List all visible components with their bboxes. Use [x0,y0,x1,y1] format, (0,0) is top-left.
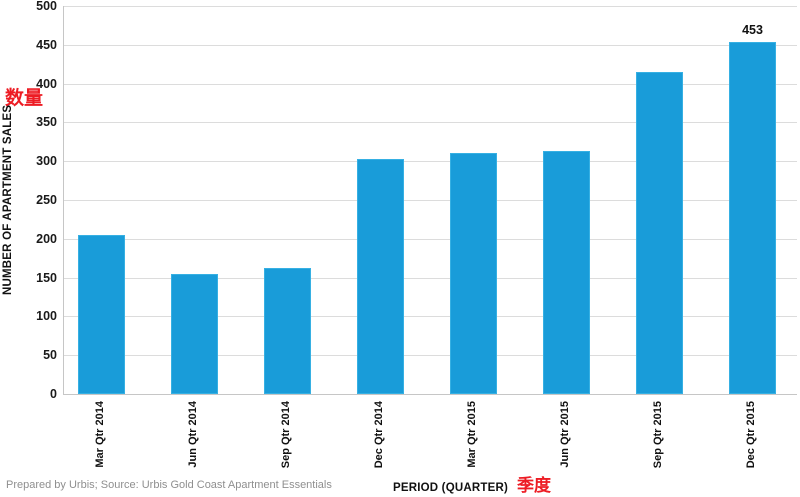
y-tick-label-250: 250 [36,193,57,207]
source-note: Prepared by Urbis; Source: Urbis Gold Co… [6,479,332,491]
y-tick-label-200: 200 [36,231,57,246]
x-axis-annotation-cjk: 季度 [517,476,552,495]
gridline-y-500 [63,6,797,7]
y-axis-annotation-cjk: 数量 [5,88,44,109]
bar-dec-qtr-2014 [357,158,404,394]
gridline-y-450 [63,44,797,46]
x-tick-label-8: Dec Qtr 2015 [744,401,757,469]
y-tick-label-150: 150 [36,270,57,285]
y-tick-label-450: 450 [36,37,57,52]
x-tick-label-6: Jun Qtr 2015 [558,401,571,468]
gridline-y-50 [63,355,797,357]
bar-jun-qtr-2015 [543,151,590,394]
gridline-y-150 [63,277,797,279]
bar-mar-qtr-2014 [78,234,125,394]
gridline-y-200 [63,238,797,240]
x-tick-label-7: Sep Qtr 2015 [651,401,664,469]
x-tick-label-5: Mar Qtr 2015 [465,401,478,468]
gridline-y-250 [63,200,797,201]
gridline-y-350 [63,122,797,124]
x-axis-line [63,394,797,395]
y-tick-label-350: 350 [36,115,57,130]
y-tick-label-300: 300 [36,154,57,169]
x-tick-label-4: Dec Qtr 2014 [372,401,385,469]
bar-sep-qtr-2015 [636,71,683,394]
gridline-y-100 [63,316,797,318]
x-tick-label-1: Mar Qtr 2014 [93,401,106,468]
y-tick-label-400: 400 [36,76,57,91]
bar-jun-qtr-2014 [171,273,218,394]
bar-dec-qtr-2015 [729,42,776,394]
x-axis-title: PERIOD (QUARTER) [393,482,509,494]
gridline-y-300 [63,161,797,163]
x-tick-label-2: Jun Qtr 2014 [186,401,199,468]
y-tick-label-0: 0 [50,387,57,401]
gridline-y-400 [63,83,797,85]
y-tick-label-500: 500 [36,0,57,13]
bar-mar-qtr-2015 [450,153,497,394]
bar-data-label: 453 [742,23,763,38]
y-axis-line [63,6,64,394]
x-tick-label-3: Sep Qtr 2014 [279,401,292,469]
bar-sep-qtr-2014 [264,267,311,394]
x-axis-title-group: PERIOD (QUARTER) 季度 [393,471,551,496]
y-tick-label-100: 100 [36,309,57,324]
y-tick-label-50: 50 [43,348,57,363]
